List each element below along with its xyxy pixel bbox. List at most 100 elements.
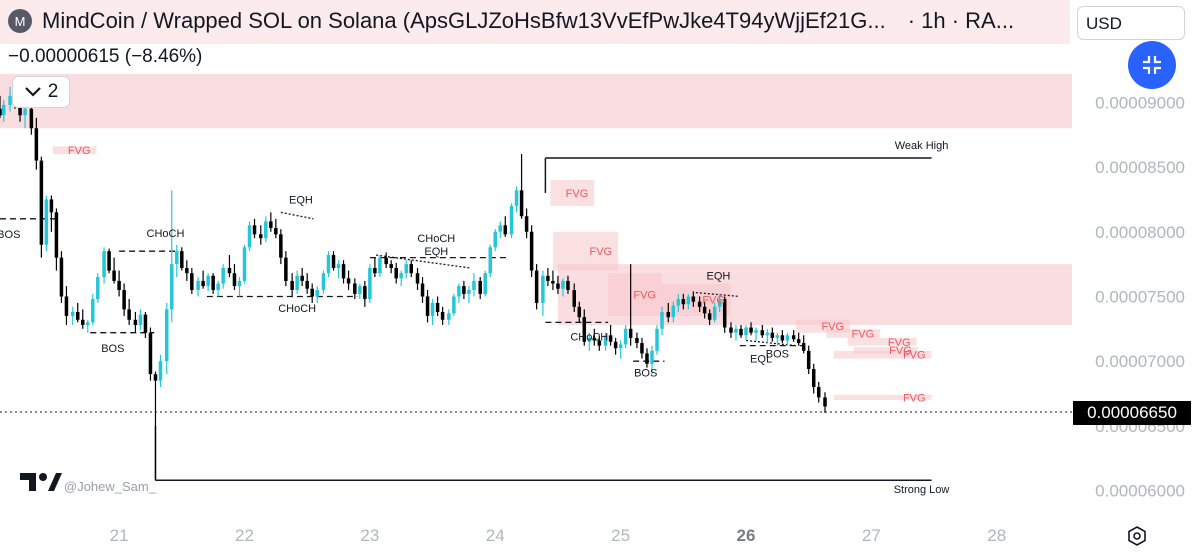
candle-body — [608, 335, 613, 342]
candle-body — [618, 344, 623, 349]
candle-body — [754, 330, 758, 333]
candle-body — [237, 280, 242, 287]
candle-body — [175, 251, 179, 265]
structure-label: CHoCH — [278, 303, 316, 315]
candle-body — [252, 225, 257, 235]
candle-body — [483, 273, 487, 294]
watermark: @Johew_Sam_ — [18, 470, 156, 494]
candle-body — [201, 280, 205, 287]
candle-body — [34, 128, 39, 161]
candle-body — [462, 286, 466, 294]
timeframe-label[interactable]: · 1h · RA... — [907, 8, 1015, 33]
candle-body — [603, 335, 608, 346]
candle-body — [368, 268, 372, 300]
candle-body — [165, 309, 169, 362]
watermark-user: @Johew_Sam_ — [64, 479, 156, 494]
fvg-zone — [826, 328, 881, 338]
candle-body — [232, 273, 237, 287]
candle-body — [425, 296, 430, 316]
y-tick-label: 0.00007500 — [1095, 287, 1185, 306]
candle-body — [310, 288, 314, 297]
candle-body — [54, 212, 59, 258]
candle-body — [765, 332, 770, 336]
candle-body — [353, 283, 357, 294]
candle-body — [336, 264, 341, 268]
candle-body — [686, 296, 691, 305]
structure-line — [745, 339, 797, 347]
candle-body — [180, 251, 184, 268]
fvg-label: FVG — [566, 188, 589, 200]
candle-body — [221, 268, 225, 284]
candle-body — [86, 322, 90, 325]
structure-label: BOS — [634, 368, 657, 380]
fvg-zone — [847, 337, 917, 346]
candle-body — [676, 299, 681, 306]
candle-body — [498, 225, 503, 232]
fvg-label: FVG — [852, 328, 875, 340]
fvg-label: FVG — [589, 246, 612, 258]
candle-body — [561, 280, 565, 289]
fvg-label: FVG — [702, 295, 725, 307]
candle-body — [823, 397, 827, 407]
x-tick-label: 21 — [110, 526, 129, 545]
structure-line — [280, 211, 314, 220]
candle-body — [274, 227, 278, 235]
candle-body — [158, 361, 163, 381]
structure-label: EQH — [424, 246, 448, 258]
candle-body — [153, 374, 158, 381]
collapse-icon — [1143, 56, 1161, 74]
candle-body — [23, 108, 27, 116]
structure-label: BOS — [101, 343, 124, 355]
structure-label: CHoCH — [147, 228, 185, 240]
candle-body — [122, 290, 126, 310]
candle-body — [404, 264, 408, 274]
candle-body — [796, 339, 801, 344]
fvg-label: FVG — [633, 290, 656, 302]
candle-body — [791, 335, 796, 340]
candle-body — [816, 387, 821, 398]
candle-body — [806, 350, 811, 369]
chevron-down-icon — [24, 87, 41, 97]
candle-body — [775, 335, 780, 338]
candle-body — [80, 319, 85, 325]
supply-zone — [0, 73, 1072, 129]
currency-select[interactable]: USD — [1077, 6, 1185, 40]
candle-body — [739, 328, 743, 336]
candle-body — [49, 199, 54, 213]
structure-label: EQL — [750, 353, 772, 365]
candle-body — [211, 275, 215, 290]
candle-body — [70, 312, 75, 316]
price-change: −0.00000615 (−8.46%) — [8, 46, 203, 67]
candle-body — [18, 102, 22, 116]
candle-body — [279, 234, 283, 258]
candle-body — [697, 301, 702, 307]
x-tick-label: 24 — [486, 526, 505, 545]
indicators-toggle-button[interactable]: 2 — [12, 76, 70, 108]
gear-icon[interactable] — [1126, 525, 1148, 547]
x-tick-label: 26 — [737, 526, 756, 545]
candle-body — [242, 247, 247, 281]
candle-body — [729, 327, 733, 333]
candle-body — [127, 309, 131, 320]
symbol-title[interactable]: MindCoin / Wrapped SOL on Solana (ApsGLJ… — [42, 8, 886, 33]
candle-body — [712, 306, 717, 320]
candle-body — [452, 296, 456, 314]
x-tick-label: 25 — [611, 526, 630, 545]
candle-body — [681, 299, 686, 305]
candle-body — [650, 350, 654, 364]
fvg-label: FVG — [888, 337, 911, 349]
candle-body — [143, 314, 148, 333]
candle-body — [785, 335, 790, 341]
structure-label: Weak High — [895, 140, 949, 152]
fullscreen-button[interactable] — [1128, 41, 1176, 89]
candle-body — [587, 337, 592, 342]
structure-label: CHoCH — [570, 331, 608, 343]
candle-body — [640, 343, 644, 354]
candle-body — [493, 231, 498, 248]
candle-body — [91, 299, 95, 323]
candle-body — [196, 280, 200, 290]
candle-body — [190, 273, 194, 290]
fvg-label: FVG — [903, 392, 926, 404]
candle-body — [29, 108, 34, 129]
